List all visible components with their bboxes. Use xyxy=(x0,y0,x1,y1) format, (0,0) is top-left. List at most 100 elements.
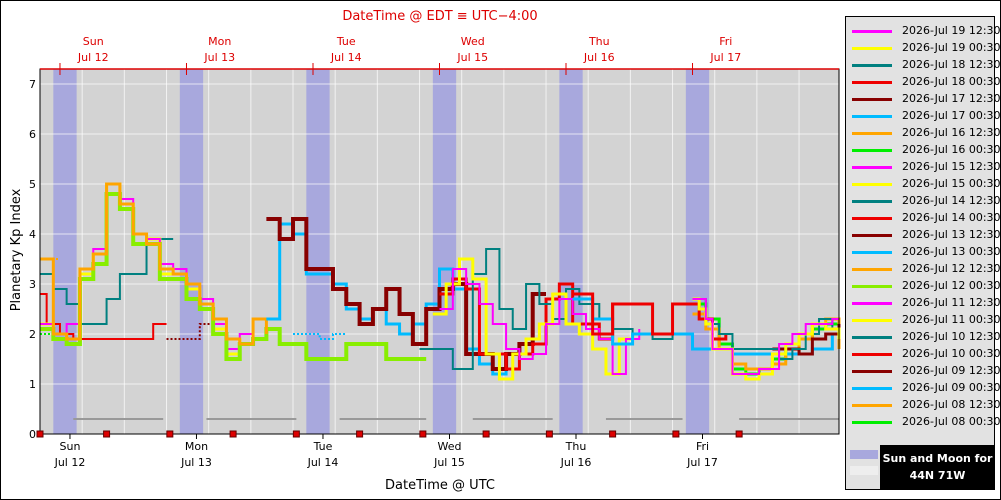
y-tick-label: 0 xyxy=(29,428,36,441)
y-tick-label: 7 xyxy=(29,78,36,91)
legend-swatch xyxy=(852,30,892,33)
legend-swatch xyxy=(852,183,892,186)
x-tick-date: Jul 15 xyxy=(433,456,465,469)
top-tick-date: Jul 17 xyxy=(709,51,741,64)
top-tick-day: Mon xyxy=(208,35,231,48)
legend-swatch xyxy=(852,285,892,288)
tick-marker xyxy=(545,430,553,438)
sun-moon-label-line1: Sun and Moon for xyxy=(882,452,993,465)
series-line xyxy=(692,298,839,375)
legend-label: 2026-Jul 17 00:30 xyxy=(902,109,1001,122)
y-tick-label: 4 xyxy=(29,228,36,241)
x-tick-day: Sun xyxy=(59,440,80,453)
top-tick-date: Jul 16 xyxy=(583,51,615,64)
x-tick-day: Thu xyxy=(565,440,587,453)
night-band xyxy=(685,69,710,434)
legend-swatch xyxy=(852,268,892,271)
legend-swatch xyxy=(852,200,892,203)
legend-item: 2026-Jul 13 00:30 xyxy=(850,244,1001,260)
legend-label: 2026-Jul 12 00:30 xyxy=(902,279,1001,292)
x-tick-date: Jul 14 xyxy=(307,456,339,469)
legend-swatch xyxy=(852,336,892,339)
legend-item: 2026-Jul 13 12:30 xyxy=(850,227,1001,243)
legend-swatch xyxy=(852,404,892,407)
legend-item: 2026-Jul 19 00:30 xyxy=(850,40,1001,56)
y-tick-label: 2 xyxy=(29,328,36,341)
legend-label: 2026-Jul 09 00:30 xyxy=(902,381,1001,394)
x-tick-day: Tue xyxy=(313,440,333,453)
legend-swatch xyxy=(852,234,892,237)
legend-label: 2026-Jul 16 12:30 xyxy=(902,126,1001,139)
legend-label: 2026-Jul 15 12:30 xyxy=(902,160,1001,173)
legend-swatch xyxy=(852,166,892,169)
legend-item: 2026-Jul 09 00:30 xyxy=(850,380,1001,396)
legend-label: 2026-Jul 19 12:30 xyxy=(902,24,1001,37)
legend-swatch xyxy=(852,387,892,390)
legend-swatch xyxy=(852,251,892,254)
y-tick-label: 3 xyxy=(29,278,36,291)
legend-label: 2026-Jul 17 12:30 xyxy=(902,92,1001,105)
tick-marker xyxy=(672,430,680,438)
legend-label: 2026-Jul 08 00:30 xyxy=(902,415,1001,428)
tick-marker xyxy=(166,430,174,438)
top-tick-day: Sun xyxy=(83,35,104,48)
legend-swatch xyxy=(852,149,892,152)
x-tick-day: Fri xyxy=(696,440,709,453)
legend-label: 2026-Jul 14 00:30 xyxy=(902,211,1001,224)
legend-swatch xyxy=(852,81,892,84)
legend-label: 2026-Jul 13 12:30 xyxy=(902,228,1001,241)
tick-marker xyxy=(419,430,427,438)
y-tick-label: 6 xyxy=(29,128,36,141)
legend-swatch xyxy=(852,98,892,101)
legend-swatch xyxy=(852,421,892,424)
legend-swatch xyxy=(852,302,892,305)
y-tick-label: 1 xyxy=(29,378,36,391)
series-line xyxy=(166,323,227,340)
tick-marker xyxy=(609,430,617,438)
legend-item: 2026-Jul 17 12:30 xyxy=(850,91,1001,107)
legend-item: 2026-Jul 11 12:30 xyxy=(850,295,1001,311)
top-tick-day: Thu xyxy=(588,35,610,48)
legend-item: 2026-Jul 15 00:30 xyxy=(850,176,1001,192)
y-axis-label: Planetary Kp Index xyxy=(9,188,24,311)
tick-marker xyxy=(292,430,300,438)
x-tick-day: Wed xyxy=(437,440,461,453)
legend-item: 2026-Jul 12 12:30 xyxy=(850,261,1001,277)
legend-swatch xyxy=(852,370,892,373)
legend: 2026-Jul 19 12:30 2026-Jul 19 00:30 2026-J… xyxy=(845,16,1001,490)
legend-label: 2026-Jul 11 12:30 xyxy=(902,296,1001,309)
tick-marker xyxy=(735,430,743,438)
x-tick-date: Jul 16 xyxy=(560,456,592,469)
x-tick-date: Jul 13 xyxy=(180,456,212,469)
night-band xyxy=(179,69,204,434)
legend-label: 2026-Jul 09 12:30 xyxy=(902,364,1001,377)
legend-item: 2026-Jul 11 00:30 xyxy=(850,312,1001,328)
sun-moon-label-line2: 44N 71W xyxy=(909,469,966,482)
legend-label: 2026-Jul 08 12:30 xyxy=(902,398,1001,411)
legend-label: 2026-Jul 10 00:30 xyxy=(902,347,1001,360)
legend-item: 2026-Jul 16 00:30 xyxy=(850,142,1001,158)
legend-item: 2026-Jul 09 12:30 xyxy=(850,363,1001,379)
legend-label: 2026-Jul 18 12:30 xyxy=(902,58,1001,71)
x-tick-date: Jul 17 xyxy=(686,456,718,469)
series-line xyxy=(439,277,626,371)
top-tick-date: Jul 12 xyxy=(77,51,109,64)
legend-item: 2026-Jul 08 12:30 xyxy=(850,397,1001,413)
legend-label: 2026-Jul 12 12:30 xyxy=(902,262,1001,275)
top-tick-date: Jul 13 xyxy=(203,51,235,64)
series-line xyxy=(293,333,347,340)
tick-marker xyxy=(356,430,364,438)
legend-label: 2026-Jul 14 12:30 xyxy=(902,194,1001,207)
moon-legend-swatch xyxy=(850,466,878,475)
night-band xyxy=(559,69,583,434)
x-tick-day: Mon xyxy=(185,440,208,453)
legend-item: 2026-Jul 18 00:30 xyxy=(850,74,1001,90)
legend-item: 2026-Jul 17 00:30 xyxy=(850,108,1001,124)
night-band xyxy=(432,69,457,434)
chart-title: DateTime @ EDT ≡ UTC−4:00 xyxy=(342,9,537,24)
sun-moon-label: Sun and Moon for 44N 71W xyxy=(880,445,995,490)
legend-item: 2026-Jul 10 00:30 xyxy=(850,346,1001,362)
legend-swatch xyxy=(852,217,892,220)
legend-swatch xyxy=(852,115,892,118)
tick-marker xyxy=(482,430,490,438)
